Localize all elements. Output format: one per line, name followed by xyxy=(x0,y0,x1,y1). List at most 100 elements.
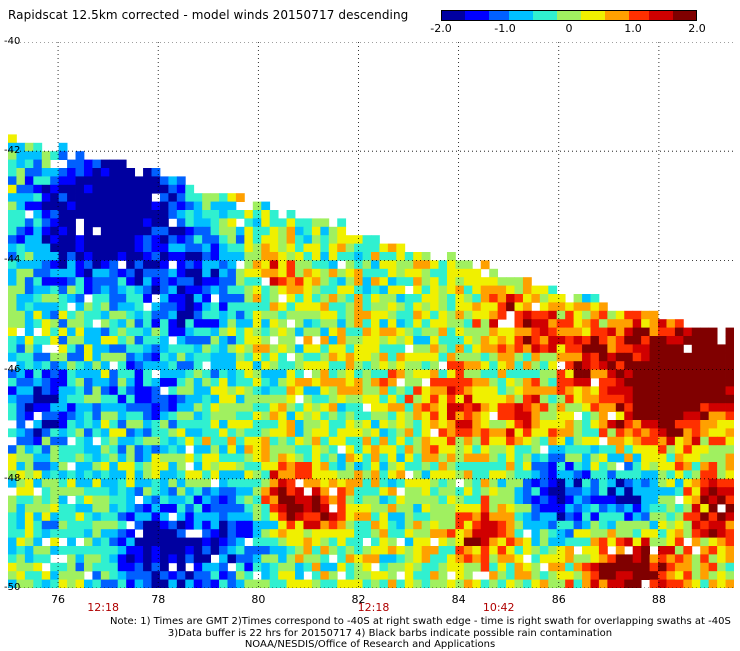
wind-cell xyxy=(387,411,397,421)
wind-cell xyxy=(202,394,211,404)
wind-cell xyxy=(16,210,26,219)
wind-cell xyxy=(430,277,439,286)
wind-cell xyxy=(641,378,650,387)
wind-cell xyxy=(649,369,659,379)
wind-cell xyxy=(658,327,667,337)
wind-cell xyxy=(235,252,245,261)
wind-cell xyxy=(379,478,389,488)
wind-cell xyxy=(16,352,26,362)
wind-cell xyxy=(143,546,152,555)
wind-cell xyxy=(311,554,321,564)
wind-cell xyxy=(539,411,549,421)
wind-cell xyxy=(337,327,347,337)
wind-cell xyxy=(261,562,271,572)
wind-cell xyxy=(176,218,186,228)
wind-cell xyxy=(573,571,583,580)
wind-cell xyxy=(666,495,676,505)
wind-cell xyxy=(624,319,634,328)
colorbar xyxy=(441,10,697,21)
wind-cell xyxy=(143,277,152,286)
wind-cell xyxy=(235,226,245,236)
wind-cell xyxy=(514,327,524,337)
wind-cell xyxy=(269,235,279,244)
wind-cell xyxy=(109,176,119,186)
wind-cell xyxy=(210,529,220,538)
wind-cell xyxy=(649,562,659,572)
wind-cell xyxy=(67,562,76,572)
wind-cell xyxy=(261,310,271,320)
wind-cell xyxy=(480,436,490,446)
wind-cell xyxy=(717,352,726,362)
wind-cell xyxy=(8,168,17,177)
wind-cell xyxy=(202,504,211,513)
wind-cell xyxy=(472,327,482,337)
colorbar-segment xyxy=(461,10,466,21)
wind-cell xyxy=(438,260,448,270)
wind-cell xyxy=(463,445,473,454)
wind-cell xyxy=(227,537,237,547)
wind-cell xyxy=(573,302,583,312)
wind-cell xyxy=(303,436,313,446)
wind-cell xyxy=(235,193,245,202)
wind-cell xyxy=(176,520,186,530)
wind-cell xyxy=(303,453,313,463)
wind-cell xyxy=(438,571,448,580)
wind-cell xyxy=(227,352,237,362)
wind-cell xyxy=(210,252,220,261)
wind-cell xyxy=(92,462,102,471)
wind-cell xyxy=(235,344,245,354)
wind-cell xyxy=(151,537,161,547)
wind-cell xyxy=(92,193,102,202)
wind-cell xyxy=(506,520,515,530)
wind-cell xyxy=(438,470,448,480)
wind-cell xyxy=(683,546,693,555)
wind-cell xyxy=(582,512,591,522)
wind-cell xyxy=(387,369,397,379)
wind-cell xyxy=(24,151,34,160)
wind-cell xyxy=(295,260,304,270)
wind-cell xyxy=(421,478,431,488)
wind-cell xyxy=(58,319,68,328)
wind-cell xyxy=(58,394,68,404)
wind-cell xyxy=(632,504,642,513)
wind-cell xyxy=(252,268,262,278)
wind-cell xyxy=(252,512,262,522)
wind-cell xyxy=(33,344,43,354)
wind-cell xyxy=(295,285,304,295)
wind-cell xyxy=(219,260,228,270)
wind-cell xyxy=(67,218,76,228)
wind-cell xyxy=(286,462,296,471)
wind-cell xyxy=(641,319,650,328)
wind-cell xyxy=(16,168,26,177)
wind-cell xyxy=(67,504,76,513)
colorbar-segment xyxy=(569,10,574,21)
wind-cell xyxy=(573,344,583,354)
wind-cell xyxy=(278,252,287,261)
wind-cell xyxy=(430,361,439,370)
wind-cell xyxy=(649,554,659,564)
wind-cell xyxy=(67,361,76,370)
wind-cell xyxy=(489,529,499,538)
wind-cell xyxy=(708,386,718,396)
wind-cell xyxy=(109,294,119,303)
wind-cell xyxy=(159,520,169,530)
wind-cell xyxy=(624,571,634,580)
wind-cell xyxy=(514,495,524,505)
wind-cell xyxy=(598,369,608,379)
wind-cell xyxy=(109,302,119,312)
wind-cell xyxy=(463,336,473,345)
wind-cell xyxy=(261,520,271,530)
wind-cell xyxy=(311,235,321,244)
wind-cell xyxy=(472,319,482,328)
wind-cell xyxy=(354,235,363,244)
wind-cell xyxy=(286,554,296,564)
wind-cell xyxy=(379,529,389,538)
wind-cell xyxy=(691,378,701,387)
wind-cell xyxy=(413,571,423,580)
wind-cell xyxy=(337,218,347,228)
wind-cell xyxy=(396,319,406,328)
wind-cell xyxy=(438,352,448,362)
wind-cell xyxy=(185,352,195,362)
wind-cell xyxy=(50,302,60,312)
wind-cell xyxy=(58,352,68,362)
